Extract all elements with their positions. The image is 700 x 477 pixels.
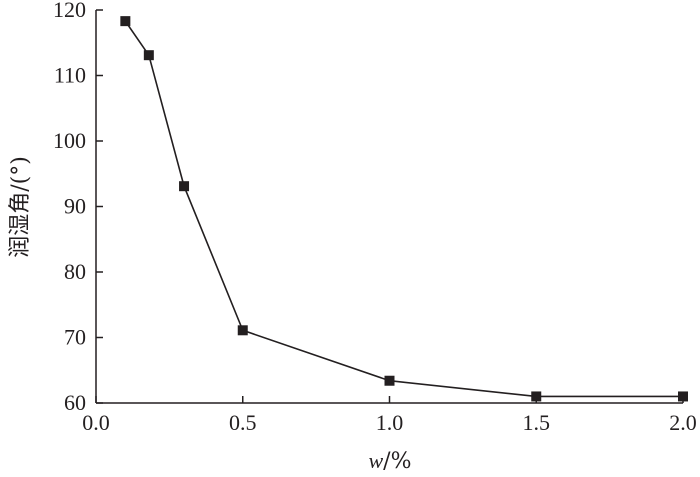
- y-tick-label: 70: [64, 325, 86, 350]
- x-ticks: 0.0 0.5 1.0 1.5 2.0: [82, 396, 697, 435]
- data-point-marker: [143, 50, 154, 61]
- data-point-marker: [678, 391, 688, 402]
- data-point-marker: [237, 325, 248, 336]
- data-point-marker: [179, 181, 190, 192]
- y-ticks: 60 70 80 90 100 110 120: [53, 0, 103, 415]
- x-tick-label: 1.5: [523, 410, 551, 435]
- data-point-marker: [120, 16, 131, 27]
- y-tick-label: 100: [53, 128, 86, 153]
- x-tick-label: 2.0: [669, 410, 697, 435]
- series-line: [124, 20, 683, 398]
- data-point-marker: [531, 391, 542, 402]
- y-tick-label: 110: [54, 63, 86, 88]
- y-tick-label: 80: [64, 259, 86, 284]
- x-axis-label-unit: /%: [383, 449, 411, 474]
- x-axis-label-var: w: [368, 448, 383, 473]
- axes: [95, 10, 683, 404]
- y-axis-label: 润湿角/(°): [8, 156, 33, 258]
- y-tick-label: 90: [64, 194, 86, 219]
- y-tick-label: 60: [64, 390, 86, 415]
- series-layer: [120, 16, 688, 402]
- y-tick-label: 120: [53, 0, 86, 22]
- x-tick-label: 0.5: [229, 410, 257, 435]
- x-axis-label: w/%: [368, 448, 411, 474]
- x-tick-label: 0.0: [82, 410, 110, 435]
- x-tick-label: 1.0: [376, 410, 404, 435]
- data-point-marker: [384, 375, 395, 386]
